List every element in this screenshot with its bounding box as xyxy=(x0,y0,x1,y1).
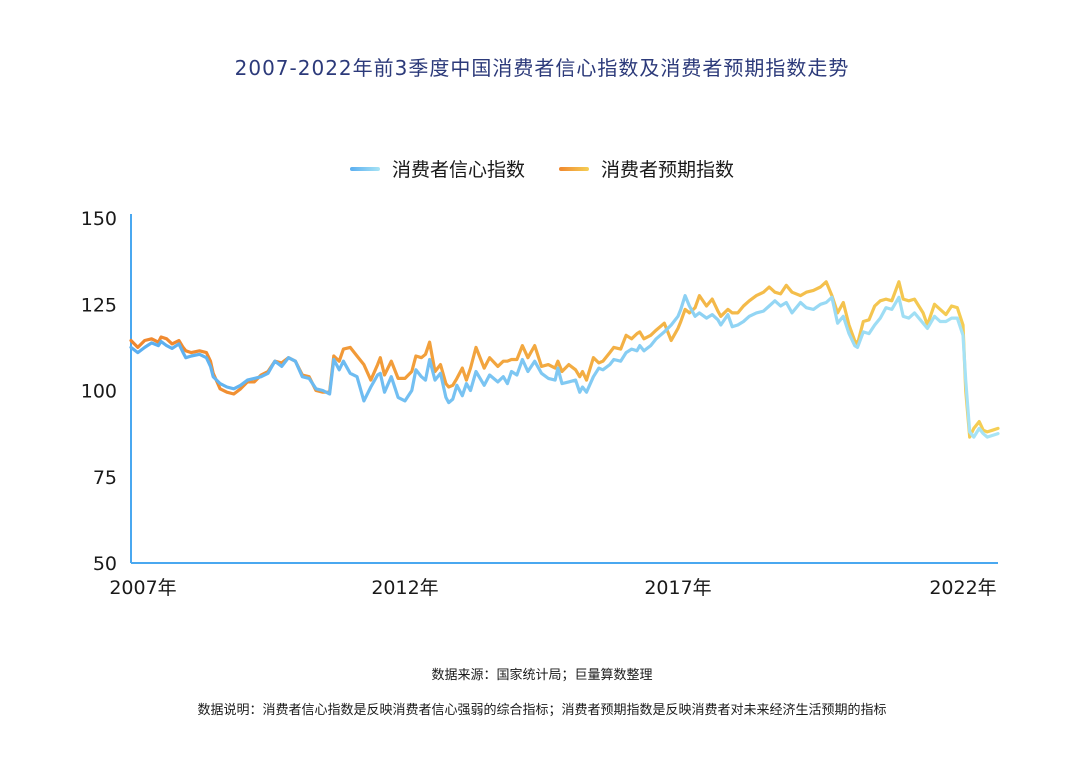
x-tick-label: 2022年 xyxy=(929,577,996,599)
legend-swatch-confidence xyxy=(349,166,380,171)
series-line-expectation xyxy=(129,280,1000,439)
legend-swatch-expectation xyxy=(559,166,589,171)
x-tick-label: 2007年 xyxy=(109,577,176,599)
legend: 消费者信心指数 消费者预期指数 xyxy=(0,155,1084,182)
y-tick-label: 125 xyxy=(81,294,117,316)
legend-item-confidence: 消费者信心指数 xyxy=(349,155,525,182)
x-tick-label: 2012年 xyxy=(371,577,438,599)
y-tick-label: 150 xyxy=(81,208,117,230)
data-source-note: 数据来源：国家统计局；巨量算数整理 xyxy=(431,668,653,683)
series-line-confidence xyxy=(129,294,1000,439)
x-tick-label: 2017年 xyxy=(644,577,711,599)
legend-item-expectation: 消费者预期指数 xyxy=(559,155,734,182)
legend-label-confidence: 消费者信心指数 xyxy=(391,159,525,181)
chart-title: 2007-2022年前3季度中国消费者信心指数及消费者预期指数走势 xyxy=(234,56,850,80)
data-explanation-note: 数据说明：消费者信心指数是反映消费者信心强弱的综合指标；消费者预期指数是反映消费… xyxy=(197,703,887,718)
legend-label-expectation: 消费者预期指数 xyxy=(601,159,735,181)
y-tick-label: 50 xyxy=(93,553,117,575)
y-tick-label: 75 xyxy=(93,467,117,489)
y-tick-label: 100 xyxy=(81,381,117,403)
